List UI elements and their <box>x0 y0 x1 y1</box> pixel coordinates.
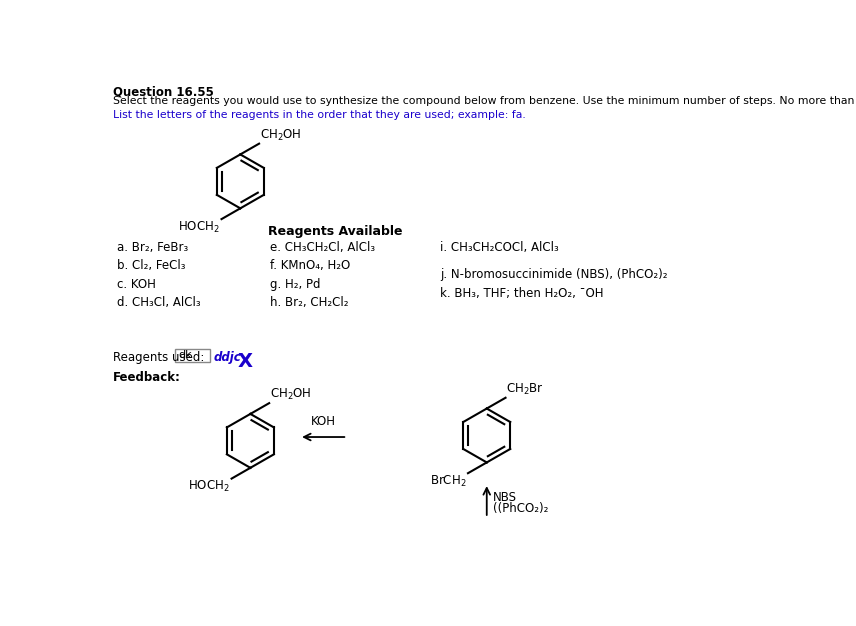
Text: KOH: KOH <box>311 415 336 428</box>
Text: $\mathregular{CH_2OH}$: $\mathregular{CH_2OH}$ <box>270 387 312 403</box>
Text: Reagents used:: Reagents used: <box>113 351 205 364</box>
Text: Question 16.55: Question 16.55 <box>113 85 214 98</box>
Text: X: X <box>238 352 253 371</box>
Text: $\mathregular{HOCH_2}$: $\mathregular{HOCH_2}$ <box>188 480 230 495</box>
Text: Feedback:: Feedback: <box>113 371 181 384</box>
Text: c. KOH: c. KOH <box>117 277 156 290</box>
Text: i. CH₃CH₂COCl, AlCl₃: i. CH₃CH₂COCl, AlCl₃ <box>440 240 559 254</box>
Text: k. BH₃, THF; then H₂O₂, ¯OH: k. BH₃, THF; then H₂O₂, ¯OH <box>440 287 603 300</box>
Text: ddjc: ddjc <box>214 351 241 364</box>
Text: dk: dk <box>178 350 192 360</box>
Text: e. CH₃CH₂Cl, AlCl₃: e. CH₃CH₂Cl, AlCl₃ <box>270 240 375 254</box>
Text: a. Br₂, FeBr₃: a. Br₂, FeBr₃ <box>117 240 188 254</box>
Text: List the letters of the reagents in the order that they are used; example: fa.: List the letters of the reagents in the … <box>113 110 526 120</box>
Text: j. N-bromosuccinimide (NBS), (PhCO₂)₂: j. N-bromosuccinimide (NBS), (PhCO₂)₂ <box>440 269 668 282</box>
Bar <box>175 349 210 362</box>
Text: Select the reagents you would use to synthesize the compound below from benzene.: Select the reagents you would use to syn… <box>113 96 856 106</box>
Text: $\mathregular{CH_2OH}$: $\mathregular{CH_2OH}$ <box>260 128 301 143</box>
Text: g. H₂, Pd: g. H₂, Pd <box>270 277 320 290</box>
Text: d. CH₃Cl, AlCl₃: d. CH₃Cl, AlCl₃ <box>117 296 200 309</box>
Text: NBS: NBS <box>493 491 517 504</box>
Text: $\mathregular{CH_2Br}$: $\mathregular{CH_2Br}$ <box>506 382 544 397</box>
Text: f. KMnO₄, H₂O: f. KMnO₄, H₂O <box>270 259 350 272</box>
Text: Reagents Available: Reagents Available <box>269 225 403 239</box>
Text: b. Cl₂, FeCl₃: b. Cl₂, FeCl₃ <box>117 259 186 272</box>
Text: $\mathregular{HOCH_2}$: $\mathregular{HOCH_2}$ <box>178 220 220 235</box>
Text: ((PhCO₂)₂: ((PhCO₂)₂ <box>493 501 549 515</box>
Text: h. Br₂, CH₂Cl₂: h. Br₂, CH₂Cl₂ <box>270 296 348 309</box>
Text: $\mathregular{BrCH_2}$: $\mathregular{BrCH_2}$ <box>430 474 467 489</box>
